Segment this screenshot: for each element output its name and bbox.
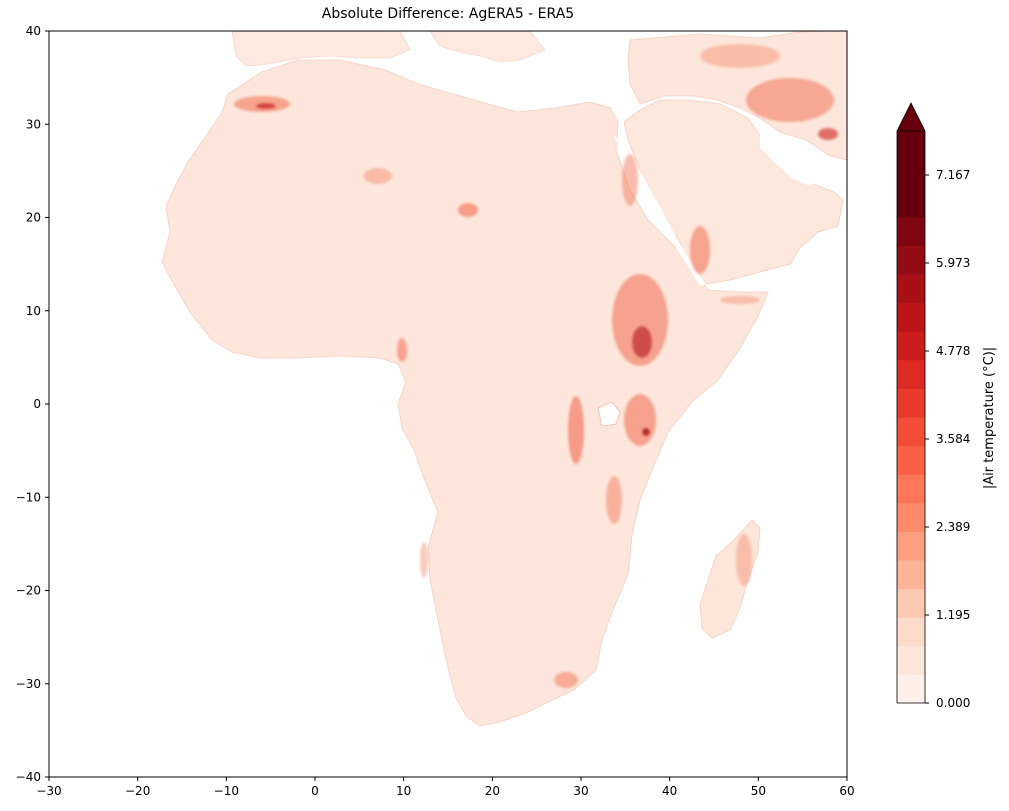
x-tick-label: 20 (485, 784, 500, 798)
colorbar-level (897, 417, 925, 447)
x-tick-label: 0 (311, 784, 319, 798)
colorbar-tick-label: 2.389 (936, 520, 970, 534)
x-tick-label: −10 (214, 784, 239, 798)
difference-hotspots (234, 44, 838, 688)
x-tick-label: 10 (396, 784, 411, 798)
madagascar-landmass (699, 519, 761, 639)
y-tick-label: 10 (26, 304, 41, 318)
colorbar-level (897, 216, 925, 246)
colorbar-label: |Air temperature (°C)| (982, 347, 997, 489)
hotspot-namibia-coast (420, 542, 428, 578)
hotspot-iran-core (818, 128, 838, 140)
x-tick-label: 60 (839, 784, 854, 798)
y-tick-label: 20 (26, 211, 41, 225)
x-tick-label: 50 (751, 784, 766, 798)
hotspot-madagascar (736, 534, 752, 586)
y-tick-label: −40 (16, 770, 41, 784)
hotspot-anatolia (700, 44, 780, 68)
y-tick-label: 30 (26, 117, 41, 131)
colorbar-extend-arrow (896, 102, 926, 132)
hotspot-somalia (720, 296, 760, 304)
colorbar-tick-label: 7.167 (936, 168, 970, 182)
y-tick-label: −10 (16, 490, 41, 504)
colorbar-level (897, 445, 925, 475)
hotspot-malawi (606, 476, 622, 524)
hotspot-zagros (746, 78, 834, 122)
hotspot-yemen (690, 226, 710, 274)
colorbar-level (897, 502, 925, 532)
hotspot-kilimanjaro (642, 428, 650, 436)
x-axis: −30 −20 −10 0 10 20 30 40 50 60 (36, 777, 855, 798)
hotspot-drakensberg (554, 672, 578, 688)
colorbar-tick-label: 3.584 (936, 432, 970, 446)
colorbar-level (897, 331, 925, 361)
italy-balkans (429, 31, 546, 63)
colorbar-tick-label: 5.973 (936, 256, 970, 270)
colorbar-level (897, 617, 925, 647)
colorbar-tick-label: 4.778 (936, 344, 970, 358)
colorbar-level (897, 188, 925, 218)
hotspot-rift-west (568, 396, 584, 464)
hotspot-ethiopia-core (632, 326, 652, 358)
hotspot-hoggar (364, 168, 392, 184)
colorbar: 0.000 1.195 2.389 3.584 4.778 5.973 7.167 (896, 102, 970, 710)
hotspot-ethiopia (612, 274, 668, 366)
x-tick-label: 30 (573, 784, 588, 798)
colorbar-level (897, 302, 925, 332)
colorbar-level (897, 588, 925, 618)
y-tick-label: 0 (33, 397, 41, 411)
colorbar-frame (896, 131, 926, 704)
colorbar-level (897, 531, 925, 561)
colorbar-level (897, 474, 925, 504)
hotspot-tibesti (458, 203, 478, 217)
africa-landmass (161, 59, 769, 727)
hotspot-cameroon (397, 338, 407, 362)
x-tick-label: −30 (36, 784, 61, 798)
colorbar-level (897, 674, 925, 704)
chart-title: Absolute Difference: AgERA5 - ERA5 (321, 6, 575, 22)
colorbar-level (897, 645, 925, 675)
y-tick-label: 40 (26, 24, 41, 38)
levant-anatolia-iran (627, 31, 847, 161)
colorbar-level (897, 245, 925, 275)
y-axis: 40 30 20 10 0 −10 −20 −30 −40 (16, 24, 49, 784)
land-mask-layer (161, 31, 847, 727)
y-tick-label: −20 (16, 584, 41, 598)
colorbar-level (897, 359, 925, 389)
hotspot-red-sea-hills (622, 154, 638, 206)
y-tick-label: −30 (16, 677, 41, 691)
hotspot-rift-east (624, 394, 656, 446)
colorbar-level (897, 131, 925, 161)
colorbar-level (897, 274, 925, 304)
iberia-europe (231, 31, 411, 67)
lake-victoria (597, 401, 621, 427)
persian-gulf (760, 132, 820, 186)
x-tick-label: 40 (662, 784, 677, 798)
hotspot-atlas-core (256, 103, 276, 109)
colorbar-tick-label: 0.000 (936, 696, 970, 710)
x-tick-label: −20 (125, 784, 150, 798)
colorbar-level (897, 388, 925, 418)
colorbar-level (897, 159, 925, 189)
colorbar-level (897, 560, 925, 590)
colorbar-tick-label: 1.195 (936, 608, 970, 622)
